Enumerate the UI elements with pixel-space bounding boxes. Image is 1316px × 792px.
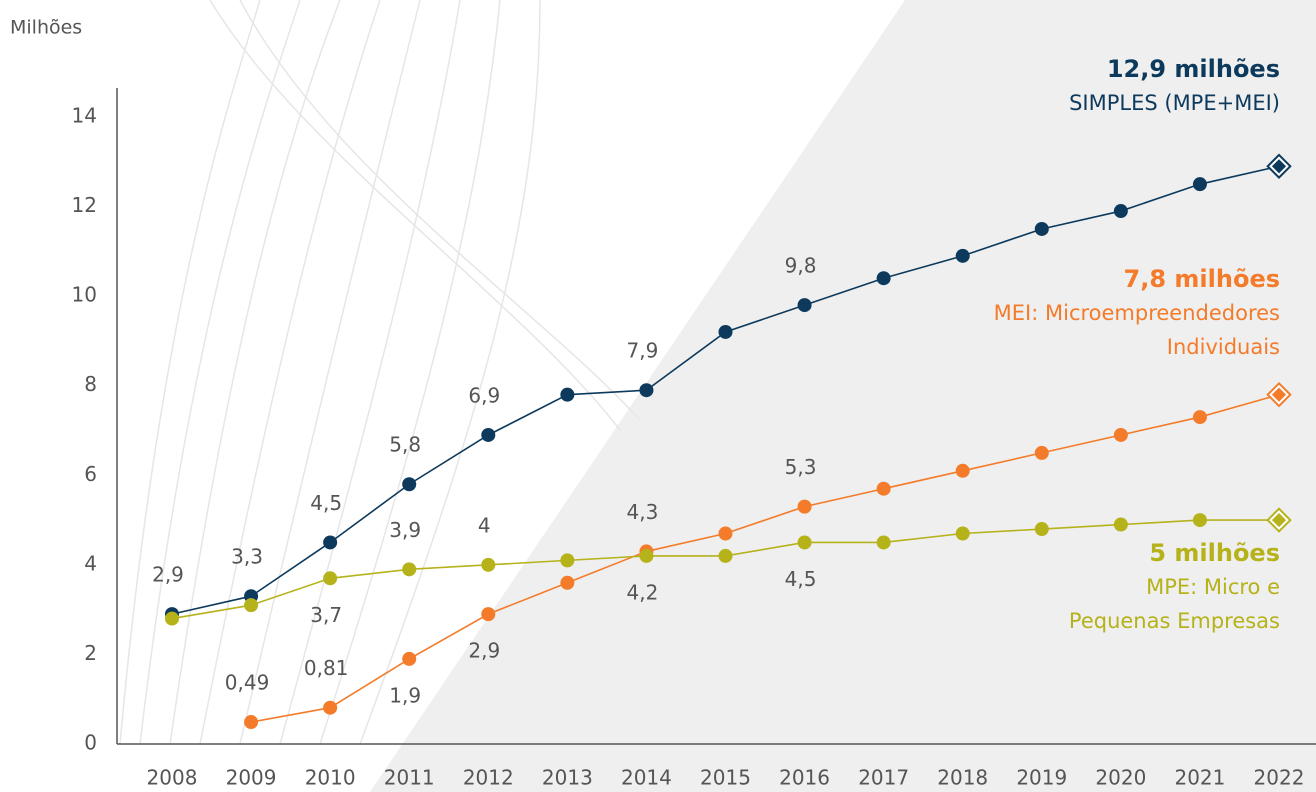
point bbox=[1035, 222, 1049, 236]
point bbox=[323, 701, 337, 715]
value-label: 5,8 bbox=[389, 433, 421, 457]
series-name: SIMPLES (MPE+MEI) bbox=[1069, 91, 1280, 115]
series-name: MEI: Microempreendedores Individuais bbox=[994, 301, 1280, 359]
page: Milhões 0 2 4 6 8 10 12 14 2008 2009 2010 2011 2012 2… bbox=[0, 0, 1316, 792]
point bbox=[1035, 522, 1049, 536]
annotation-value: 7,8 milhões bbox=[920, 262, 1280, 296]
value-label: 1,9 bbox=[389, 683, 421, 707]
point bbox=[639, 383, 653, 397]
point bbox=[244, 715, 258, 729]
value-label: 4,2 bbox=[627, 580, 659, 604]
series-name: MPE: Micro e Pequenas Empresas bbox=[1069, 575, 1280, 633]
value-label: 9,8 bbox=[785, 254, 817, 278]
point bbox=[323, 535, 337, 549]
annotation: 12,9 milhões SIMPLES (MPE+MEI) bbox=[880, 52, 1280, 120]
point bbox=[877, 535, 891, 549]
point bbox=[323, 571, 337, 585]
point bbox=[1035, 446, 1049, 460]
value-label: 4,5 bbox=[310, 491, 342, 515]
value-label: 7,9 bbox=[627, 339, 659, 363]
point bbox=[560, 553, 574, 567]
y-tick-label: 4 bbox=[84, 551, 97, 575]
y-tick-label: 6 bbox=[84, 462, 97, 486]
x-tick-label: 2019 bbox=[1016, 766, 1067, 790]
x-tick-label: 2016 bbox=[779, 766, 830, 790]
point bbox=[798, 500, 812, 514]
point bbox=[956, 464, 970, 478]
point bbox=[402, 477, 416, 491]
x-tick-label: 2017 bbox=[858, 766, 909, 790]
point bbox=[798, 535, 812, 549]
point bbox=[1114, 204, 1128, 218]
point bbox=[1193, 410, 1207, 424]
y-tick-label: 12 bbox=[72, 193, 97, 217]
x-tick-label: 2008 bbox=[147, 766, 198, 790]
x-tick-label: 2013 bbox=[542, 766, 593, 790]
point bbox=[1114, 518, 1128, 532]
point bbox=[481, 607, 495, 621]
x-tick-label: 2010 bbox=[305, 766, 356, 790]
point bbox=[1114, 428, 1128, 442]
y-tick-label: 0 bbox=[84, 731, 97, 755]
point bbox=[481, 558, 495, 572]
point bbox=[719, 527, 733, 541]
value-label: 3,7 bbox=[310, 603, 342, 627]
point bbox=[956, 249, 970, 263]
value-label: 2,9 bbox=[152, 563, 184, 587]
point bbox=[402, 562, 416, 576]
y-tick-label: 8 bbox=[84, 372, 97, 396]
y-tick-label: 2 bbox=[84, 641, 97, 665]
value-label: 3,3 bbox=[231, 545, 263, 569]
annotation: 5 milhões MPE: Micro e Pequenas Empresas bbox=[1040, 536, 1280, 638]
point bbox=[402, 652, 416, 666]
annotation-value: 5 milhões bbox=[1040, 536, 1280, 570]
x-tick-label: 2020 bbox=[1095, 766, 1146, 790]
x-tick-label: 2018 bbox=[937, 766, 988, 790]
value-label: 3,9 bbox=[389, 518, 421, 542]
value-label: 2,9 bbox=[468, 639, 500, 663]
y-tick-label: 10 bbox=[72, 283, 97, 307]
value-label: 5,3 bbox=[785, 455, 817, 479]
point bbox=[639, 549, 653, 563]
value-label: 0,81 bbox=[304, 656, 349, 680]
value-label: 0,49 bbox=[225, 671, 270, 695]
value-label: 4,5 bbox=[785, 567, 817, 591]
point bbox=[244, 598, 258, 612]
point bbox=[719, 549, 733, 563]
point bbox=[1193, 513, 1207, 527]
point bbox=[719, 325, 733, 339]
point bbox=[877, 271, 891, 285]
point bbox=[956, 527, 970, 541]
x-tick-label: 2014 bbox=[621, 766, 672, 790]
x-tick-label: 2009 bbox=[226, 766, 277, 790]
annotation: 7,8 milhões MEI: Microempreendedores Indi… bbox=[920, 262, 1280, 364]
point bbox=[560, 576, 574, 590]
value-label: 6,9 bbox=[468, 383, 500, 407]
x-tick-label: 2012 bbox=[463, 766, 514, 790]
point bbox=[1193, 177, 1207, 191]
point bbox=[560, 388, 574, 402]
value-label: 4,3 bbox=[627, 500, 659, 524]
x-tick-label: 2015 bbox=[700, 766, 751, 790]
value-label: 4 bbox=[478, 513, 491, 537]
annotation-value: 12,9 milhões bbox=[880, 52, 1280, 86]
y-tick-label: 14 bbox=[72, 104, 97, 128]
point bbox=[481, 428, 495, 442]
x-tick-label: 2021 bbox=[1174, 766, 1225, 790]
x-tick-label: 2022 bbox=[1254, 766, 1305, 790]
point bbox=[165, 612, 179, 626]
point bbox=[798, 298, 812, 312]
point bbox=[877, 482, 891, 496]
y-axis-label: Milhões bbox=[10, 17, 82, 39]
x-tick-label: 2011 bbox=[384, 766, 435, 790]
